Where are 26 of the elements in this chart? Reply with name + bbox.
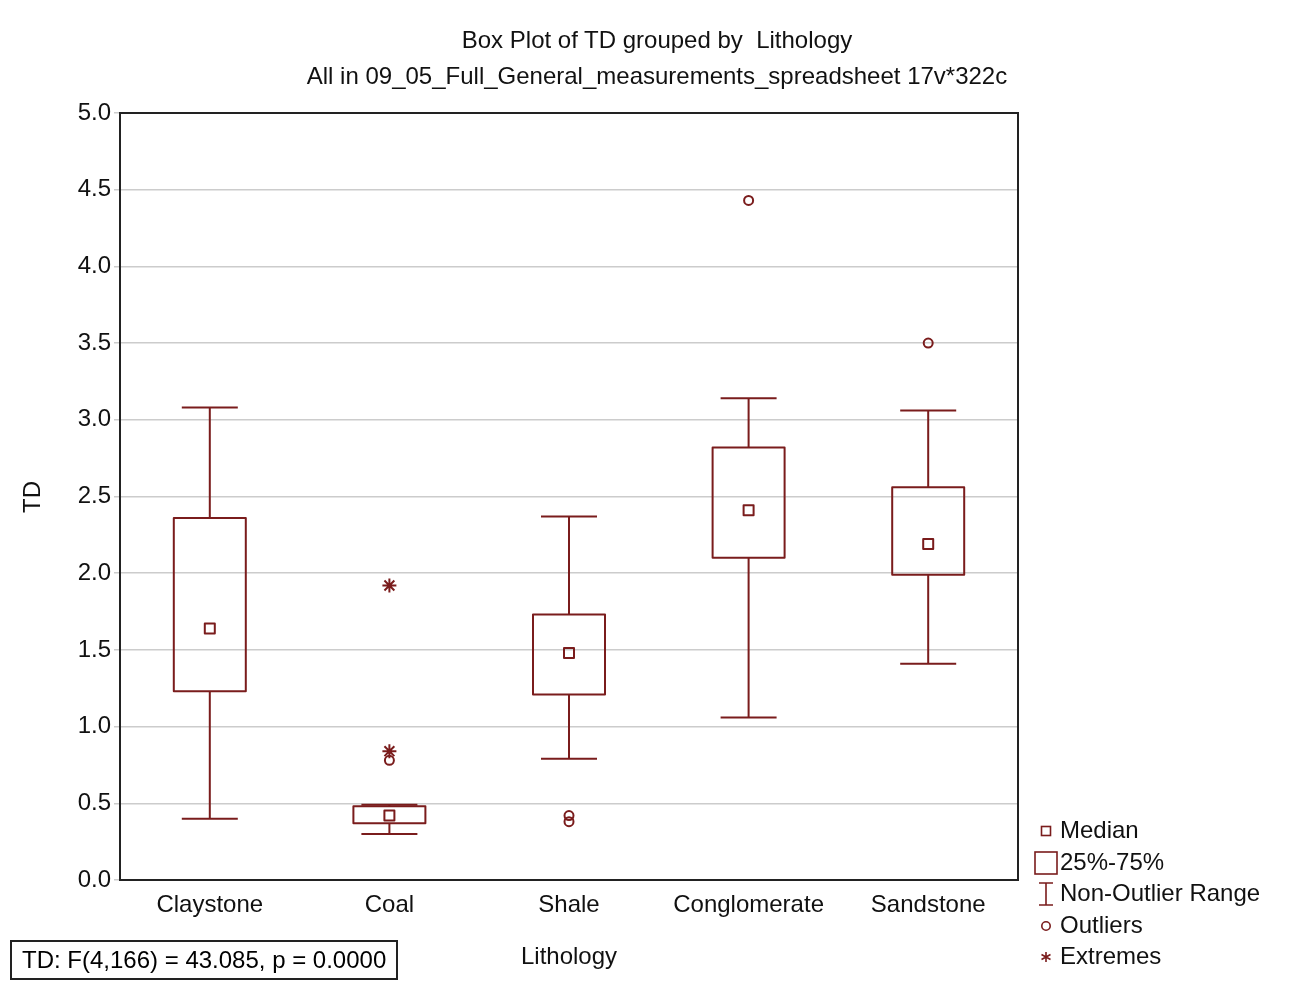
y-tick-label: 0.5 (77, 787, 111, 815)
y-tick-label: 2.0 (77, 557, 111, 585)
x-tick-label: Sandstone (870, 890, 986, 918)
text: 25%-75% (1060, 847, 1165, 876)
y-tick-label: 2.5 (77, 481, 111, 509)
text: Extremes (1060, 942, 1162, 970)
x-tick-label: Shale (538, 890, 600, 918)
y-tick-label: 0.0 (77, 864, 111, 892)
y-tick-label: 1.0 (77, 711, 111, 739)
chart-subtitle: All in 09_05_Full_General_measurements_spreadsheet 17v*322c (305, 62, 1009, 90)
y-tick-label: 4.0 (77, 251, 111, 279)
y-tick-label: 1.5 (77, 634, 111, 662)
text: Non-Outlier Range (1060, 879, 1261, 907)
x-tick-label: Claystone (156, 890, 264, 918)
text: TD: F(4,166) = 43.085, p = 0.0000 (10, 940, 399, 980)
text: Median (1060, 816, 1139, 844)
text: Outliers (1060, 910, 1143, 939)
y-tick-label: 3.0 (77, 404, 111, 432)
y-tick-label: 5.0 (77, 97, 111, 125)
chart-title: Box Plot of TD grouped by Lithology (460, 26, 854, 54)
y-axis-title: TD (18, 480, 46, 513)
x-tick-label: Coal (364, 890, 415, 918)
x-axis-title: Lithology (520, 942, 618, 969)
y-tick-label: 4.5 (77, 174, 111, 202)
x-tick-label: Conglomerate (673, 890, 824, 918)
y-tick-label: 3.5 (77, 327, 111, 355)
